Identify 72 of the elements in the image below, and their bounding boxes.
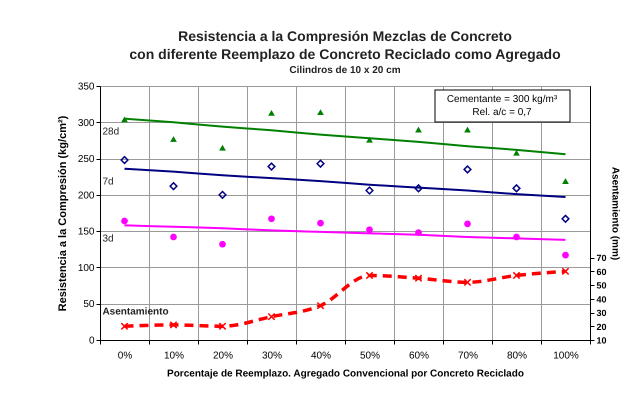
- point: [268, 110, 275, 116]
- y-tick-label: 250: [78, 154, 95, 166]
- point: [365, 186, 374, 195]
- point: [218, 190, 227, 199]
- series-label: 28d: [102, 126, 120, 138]
- y2-tick-label: 60: [596, 266, 607, 277]
- point: [512, 272, 520, 280]
- point: [219, 240, 226, 248]
- x-tick-label: 60%: [408, 350, 430, 362]
- point: [317, 109, 324, 116]
- point: [317, 220, 324, 227]
- y-tick-label: 50: [83, 299, 95, 310]
- y-tick-label: 0: [88, 336, 95, 346]
- y-tick-label: 350: [78, 82, 95, 92]
- point: [464, 126, 471, 132]
- point: [218, 322, 226, 330]
- point: [463, 165, 472, 174]
- y-tick-label: 100: [78, 262, 95, 274]
- point: [267, 162, 276, 171]
- x-tick-label: 10%: [164, 350, 184, 362]
- point: [170, 320, 178, 329]
- y2-axis-title: Asentamiento (mm): [610, 166, 621, 260]
- y-tick-label: 150: [78, 226, 95, 238]
- y2-tick-label: 70: [596, 253, 607, 264]
- point: [464, 278, 472, 286]
- series-label: 7d: [102, 176, 114, 188]
- x-tick-label: 30%: [262, 350, 282, 362]
- y-tick-label: 300: [78, 118, 95, 129]
- point: [121, 116, 128, 122]
- point: [414, 274, 422, 282]
- annotation: Cementante = 300 kg/m³ Rel. a/c = 0,7: [446, 94, 558, 118]
- point: [561, 214, 570, 223]
- x-tick-label: 20%: [212, 350, 234, 362]
- point: [562, 267, 570, 276]
- x-tick-label: 40%: [310, 350, 332, 362]
- point: [121, 218, 128, 224]
- y2-tick-label: 40: [596, 294, 607, 304]
- y2-tick-label: 30: [596, 308, 607, 318]
- point: [562, 178, 569, 184]
- point: [366, 272, 374, 280]
- point: [414, 184, 423, 192]
- point: [562, 252, 569, 258]
- point: [268, 215, 275, 222]
- y-axis-title: Resistencia a la Compresión (kg/cm²): [56, 115, 69, 312]
- series-label: 3d: [102, 233, 114, 244]
- x-tick-label: 50%: [360, 350, 380, 362]
- point: [512, 184, 521, 192]
- point: [120, 156, 129, 164]
- line-series: [124, 168, 566, 198]
- chart-subtitle: Cilindros de 10 x 20 cm: [289, 65, 401, 76]
- y-tick-label: 200: [78, 190, 95, 202]
- x-tick-label: 70%: [458, 350, 478, 362]
- point: [170, 136, 177, 142]
- x-tick-label: 100%: [553, 350, 579, 362]
- point: [513, 150, 520, 156]
- x-tick-label: 0%: [118, 350, 132, 362]
- point: [219, 144, 226, 151]
- x-tick-label: 80%: [506, 350, 528, 362]
- y2-tick-label: 20: [596, 322, 607, 332]
- point: [366, 226, 373, 234]
- series-label: Asentamiento: [102, 306, 169, 318]
- point: [169, 182, 178, 190]
- point: [170, 234, 177, 240]
- point: [316, 160, 325, 168]
- y2-tick-label: 50: [596, 280, 607, 291]
- point: [464, 220, 471, 228]
- y2-tick-label: 10: [596, 336, 607, 346]
- point: [120, 322, 128, 330]
- point: [415, 126, 422, 132]
- chart-title: Resistencia a la Compresión Mezclas de Concreto con diferente Reemplazo de Concreto Reciclado como Agregado: [129, 28, 561, 62]
- point: [268, 312, 276, 321]
- x-axis-title: Porcentaje de Reemplazo. Agregado Convencional por Concreto Reciclado: [167, 368, 524, 380]
